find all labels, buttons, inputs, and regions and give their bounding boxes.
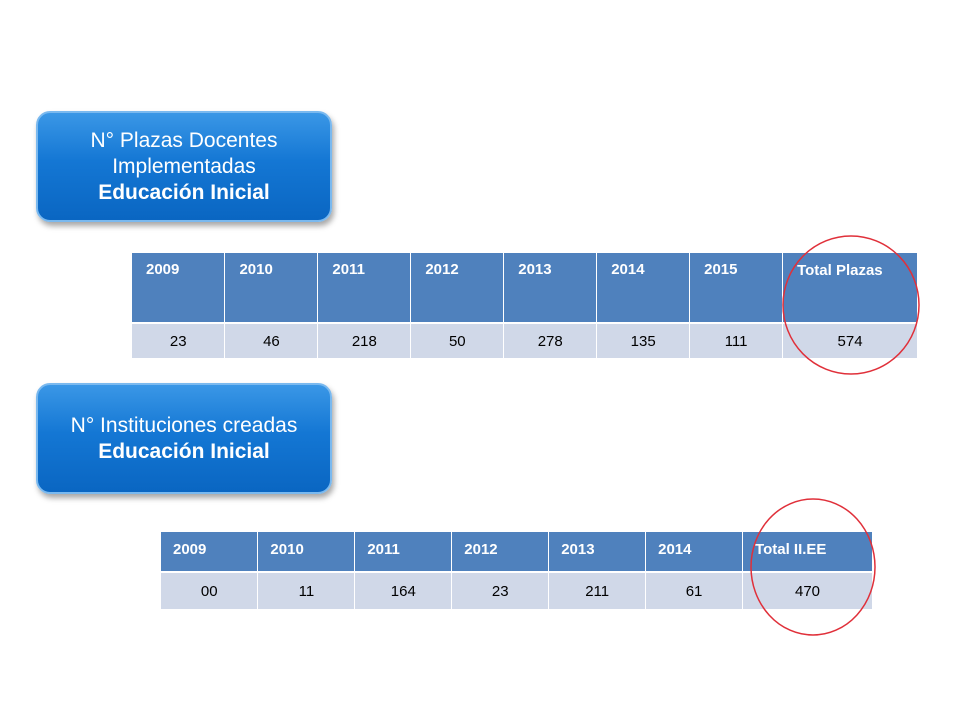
- header-cell: 2013: [548, 532, 647, 573]
- table-header-row: 2009 2010 2011 2012 2013 2014 Total II.E…: [161, 532, 873, 573]
- table-row: 00 11 164 23 211 61 470: [161, 572, 873, 609]
- header-cell: 2013: [503, 253, 598, 324]
- header-cell: 2015: [689, 253, 784, 324]
- value-cell: 46: [224, 323, 319, 358]
- value-cell: 61: [645, 572, 744, 609]
- table-instituciones-creadas: 2009 2010 2011 2012 2013 2014 Total II.E…: [161, 532, 873, 609]
- value-cell: 11: [257, 572, 356, 609]
- callout-instituciones-creadas: N° Instituciones creadas Educación Inici…: [36, 383, 332, 494]
- callout-instituciones-line1: N° Instituciones creadas: [70, 413, 298, 437]
- header-cell: 2009: [132, 253, 226, 324]
- value-cell: 218: [317, 323, 412, 358]
- header-cell: 2010: [224, 253, 319, 324]
- header-cell: 2012: [451, 532, 550, 573]
- table-row: 23 46 218 50 278 135 111 574: [132, 323, 918, 358]
- highlight-circle-total-plazas: [782, 235, 920, 375]
- value-cell: 135: [596, 323, 691, 358]
- value-cell: 23: [132, 323, 226, 358]
- callout-plazas-docentes: N° Plazas Docentes Implementadas Educaci…: [36, 111, 332, 222]
- value-cell: 23: [451, 572, 550, 609]
- highlight-circle-total-iiee: [750, 498, 876, 636]
- header-cell: 2010: [257, 532, 356, 573]
- table-header-row: 2009 2010 2011 2012 2013 2014 2015 Total…: [132, 253, 918, 324]
- value-cell: 164: [354, 572, 453, 609]
- value-cell: 50: [410, 323, 505, 358]
- header-cell-total: Total Plazas: [782, 253, 918, 324]
- value-cell: 00: [161, 572, 259, 609]
- callout-plazas-line1: N° Plazas Docentes: [90, 128, 278, 152]
- header-cell: 2011: [354, 532, 453, 573]
- value-cell: 211: [548, 572, 647, 609]
- header-cell: 2014: [645, 532, 744, 573]
- value-cell: 278: [503, 323, 598, 358]
- callout-plazas-line3: Educación Inicial: [98, 180, 270, 204]
- header-cell-total: Total II.EE: [742, 532, 873, 573]
- value-cell-total: 470: [742, 572, 873, 609]
- header-cell: 2009: [161, 532, 259, 573]
- header-cell: 2014: [596, 253, 691, 324]
- value-cell-total: 574: [782, 323, 918, 358]
- value-cell: 111: [689, 323, 784, 358]
- table-plazas-docentes: 2009 2010 2011 2012 2013 2014 2015 Total…: [132, 253, 918, 358]
- callout-plazas-line2: Implementadas: [112, 154, 256, 178]
- callout-instituciones-line2: Educación Inicial: [98, 439, 270, 463]
- header-cell: 2011: [317, 253, 412, 324]
- header-cell: 2012: [410, 253, 505, 324]
